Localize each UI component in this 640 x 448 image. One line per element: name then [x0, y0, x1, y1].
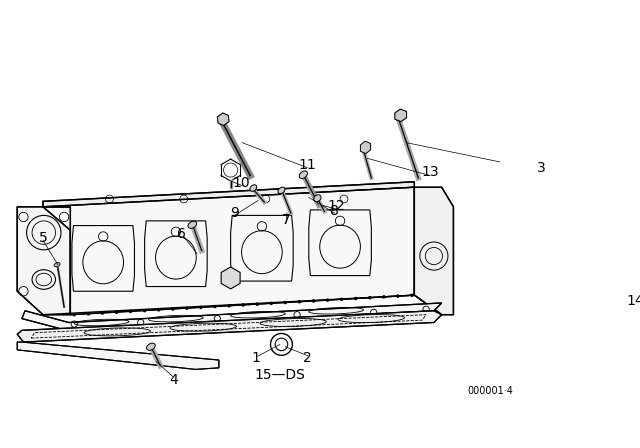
- Text: 5: 5: [38, 231, 47, 245]
- Circle shape: [326, 299, 329, 302]
- Circle shape: [284, 302, 287, 304]
- Polygon shape: [17, 342, 219, 370]
- Polygon shape: [221, 267, 240, 289]
- Ellipse shape: [250, 185, 257, 191]
- Circle shape: [298, 301, 301, 303]
- Text: 6: 6: [177, 227, 186, 241]
- Text: 9: 9: [230, 206, 239, 220]
- Circle shape: [242, 304, 244, 306]
- Text: 1: 1: [252, 352, 260, 366]
- Polygon shape: [414, 187, 453, 314]
- Circle shape: [270, 302, 273, 305]
- Circle shape: [312, 300, 315, 302]
- Text: 8: 8: [330, 204, 339, 218]
- Circle shape: [355, 297, 357, 300]
- Circle shape: [397, 295, 399, 297]
- Polygon shape: [17, 311, 442, 342]
- Circle shape: [369, 297, 371, 299]
- Circle shape: [214, 306, 216, 308]
- Text: 2: 2: [303, 352, 312, 366]
- Text: 3: 3: [538, 161, 546, 175]
- Ellipse shape: [54, 263, 60, 267]
- Ellipse shape: [300, 171, 307, 179]
- Ellipse shape: [278, 187, 285, 194]
- Circle shape: [129, 310, 132, 313]
- Polygon shape: [22, 303, 442, 330]
- Circle shape: [87, 313, 90, 315]
- Text: 13: 13: [421, 165, 439, 179]
- Ellipse shape: [188, 221, 196, 228]
- Text: 000001·4: 000001·4: [467, 386, 513, 396]
- Text: 11: 11: [298, 158, 316, 172]
- Circle shape: [256, 303, 259, 306]
- Circle shape: [383, 296, 385, 298]
- Polygon shape: [17, 207, 70, 314]
- Ellipse shape: [147, 343, 156, 350]
- Circle shape: [228, 305, 230, 307]
- Circle shape: [143, 310, 146, 312]
- Polygon shape: [360, 141, 371, 154]
- Text: 12: 12: [327, 199, 345, 213]
- Text: 10: 10: [232, 177, 250, 190]
- Circle shape: [411, 294, 413, 297]
- Circle shape: [157, 309, 160, 311]
- Circle shape: [186, 307, 188, 310]
- Circle shape: [73, 314, 76, 316]
- Circle shape: [115, 311, 118, 314]
- Polygon shape: [395, 109, 406, 121]
- Text: 7: 7: [282, 213, 291, 227]
- Polygon shape: [218, 113, 229, 125]
- Circle shape: [200, 306, 202, 309]
- Text: 14: 14: [626, 293, 640, 308]
- Polygon shape: [43, 187, 414, 314]
- Text: 4: 4: [169, 373, 178, 387]
- Circle shape: [340, 298, 343, 301]
- Polygon shape: [43, 182, 414, 207]
- Ellipse shape: [314, 195, 321, 202]
- Polygon shape: [543, 287, 585, 308]
- Circle shape: [101, 312, 104, 314]
- Text: 15—DS: 15—DS: [255, 368, 305, 382]
- Circle shape: [172, 308, 174, 310]
